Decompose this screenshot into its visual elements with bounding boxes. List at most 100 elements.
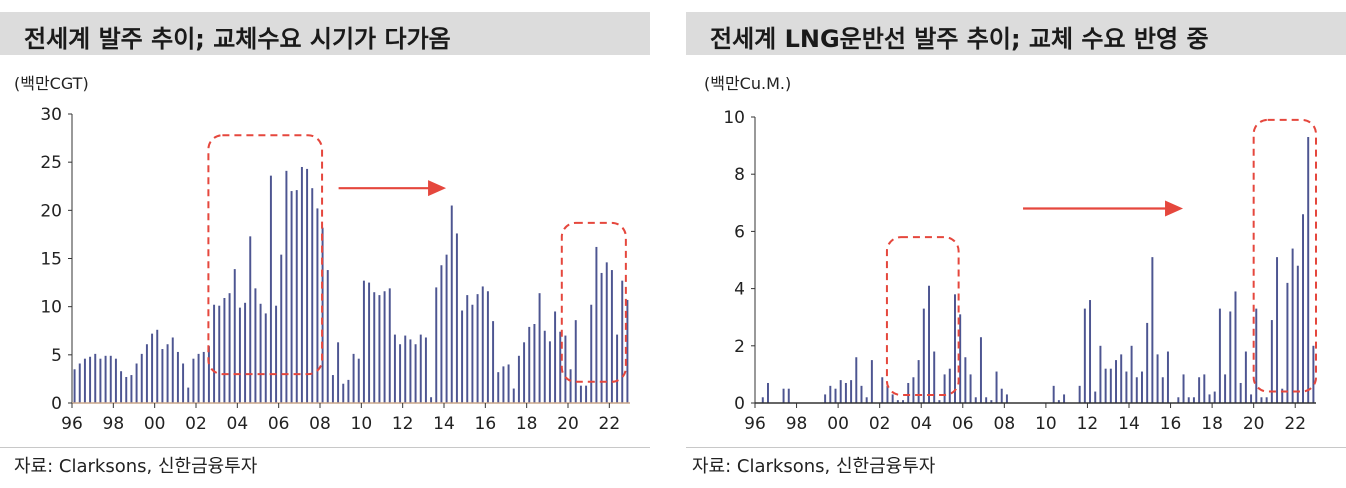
bar (985, 397, 988, 403)
bar (964, 357, 967, 403)
bar (393, 334, 396, 403)
bar (1078, 385, 1081, 403)
bar (233, 269, 236, 403)
bar (176, 351, 179, 403)
bar (383, 291, 386, 403)
x-tick-label: 96 (744, 414, 766, 434)
bar (1281, 388, 1284, 403)
bar (626, 299, 629, 403)
x-tick-label: 20 (557, 414, 579, 434)
x-tick-label: 98 (786, 414, 808, 434)
y-tick-label: 10 (723, 108, 745, 128)
bar (202, 351, 205, 403)
bar (870, 360, 873, 403)
bar (368, 282, 371, 403)
bar (1244, 351, 1247, 403)
bar (502, 366, 505, 403)
y-axis-unit: (백만Cu.M.) (704, 74, 792, 93)
y-tick-label: 4 (734, 280, 745, 300)
bar (896, 400, 899, 403)
bar (564, 335, 567, 403)
bar (1286, 282, 1289, 403)
x-tick-label: 16 (475, 414, 497, 434)
bar (824, 394, 827, 403)
bar (419, 334, 422, 403)
bar-chart-orders: 0 5 10 15 20 25 30 96 98 00 02 04 06 08 10 12 14 16 18 20 22 (40, 105, 630, 434)
bar (979, 337, 982, 403)
bar (424, 337, 427, 403)
bar (585, 385, 588, 403)
bar (1312, 345, 1315, 403)
bar (1302, 214, 1304, 403)
bar (995, 371, 998, 403)
bar (782, 388, 785, 403)
bar (1276, 257, 1279, 403)
bar (990, 400, 993, 403)
bar (280, 254, 283, 403)
bar (1161, 377, 1164, 403)
bar (523, 342, 526, 403)
y-tick-label: 25 (40, 153, 62, 173)
bar (605, 262, 608, 403)
bar (440, 265, 443, 403)
y-tick-label: 30 (40, 105, 62, 125)
bar (528, 326, 531, 403)
bar (238, 307, 241, 403)
bar (352, 353, 355, 403)
bar (1265, 397, 1268, 403)
bar (492, 321, 495, 403)
bar (829, 385, 832, 403)
source-separator (686, 447, 1346, 448)
bar (290, 191, 293, 403)
bar (373, 292, 376, 403)
bar (1125, 371, 1128, 403)
x-tick-label: 00 (827, 414, 849, 434)
x-tick-label: 96 (61, 414, 83, 434)
bar (125, 376, 128, 403)
x-tick-label: 00 (144, 414, 166, 434)
bar (928, 285, 930, 403)
bar (337, 342, 340, 403)
bar (1239, 382, 1242, 403)
bar (1057, 400, 1060, 403)
bar (517, 355, 520, 403)
bar (197, 353, 200, 403)
bar (1089, 300, 1092, 403)
bar (891, 394, 894, 403)
bar (855, 357, 858, 403)
bar (1260, 397, 1263, 403)
x-tick-label: 08 (309, 414, 331, 434)
bar (621, 280, 624, 403)
bar (844, 382, 847, 403)
bar (559, 331, 562, 403)
bar (1218, 308, 1221, 403)
bar (1234, 291, 1237, 403)
bar (533, 324, 536, 403)
bar (461, 310, 464, 403)
bar (455, 233, 458, 403)
bar (610, 270, 613, 403)
bar (114, 358, 117, 403)
bar (1094, 391, 1097, 403)
bar (1187, 397, 1190, 403)
bar (543, 330, 546, 403)
y-tick-label: 6 (734, 222, 745, 242)
bar (1270, 320, 1273, 403)
x-tick-label: 18 (516, 414, 538, 434)
bar (917, 360, 920, 403)
bar (1208, 394, 1211, 403)
bar (922, 308, 925, 403)
chart-title: 전세계 발주 추이; 교체수요 시기가 다가옴 (24, 25, 451, 53)
bar (326, 270, 329, 403)
bar (497, 372, 500, 403)
bar (218, 305, 221, 403)
bar (135, 363, 138, 403)
bar (590, 304, 593, 403)
bar (399, 344, 402, 403)
bar (486, 291, 489, 403)
bar (471, 304, 474, 403)
chart-panel-left: 전세계 발주 추이; 교체수요 시기가 다가옴 (백만CGT) 0 5 10 15 20… (0, 0, 650, 488)
bar (933, 351, 936, 403)
y-tick-label: 5 (51, 346, 62, 366)
x-tick-label: 18 (1201, 414, 1223, 434)
